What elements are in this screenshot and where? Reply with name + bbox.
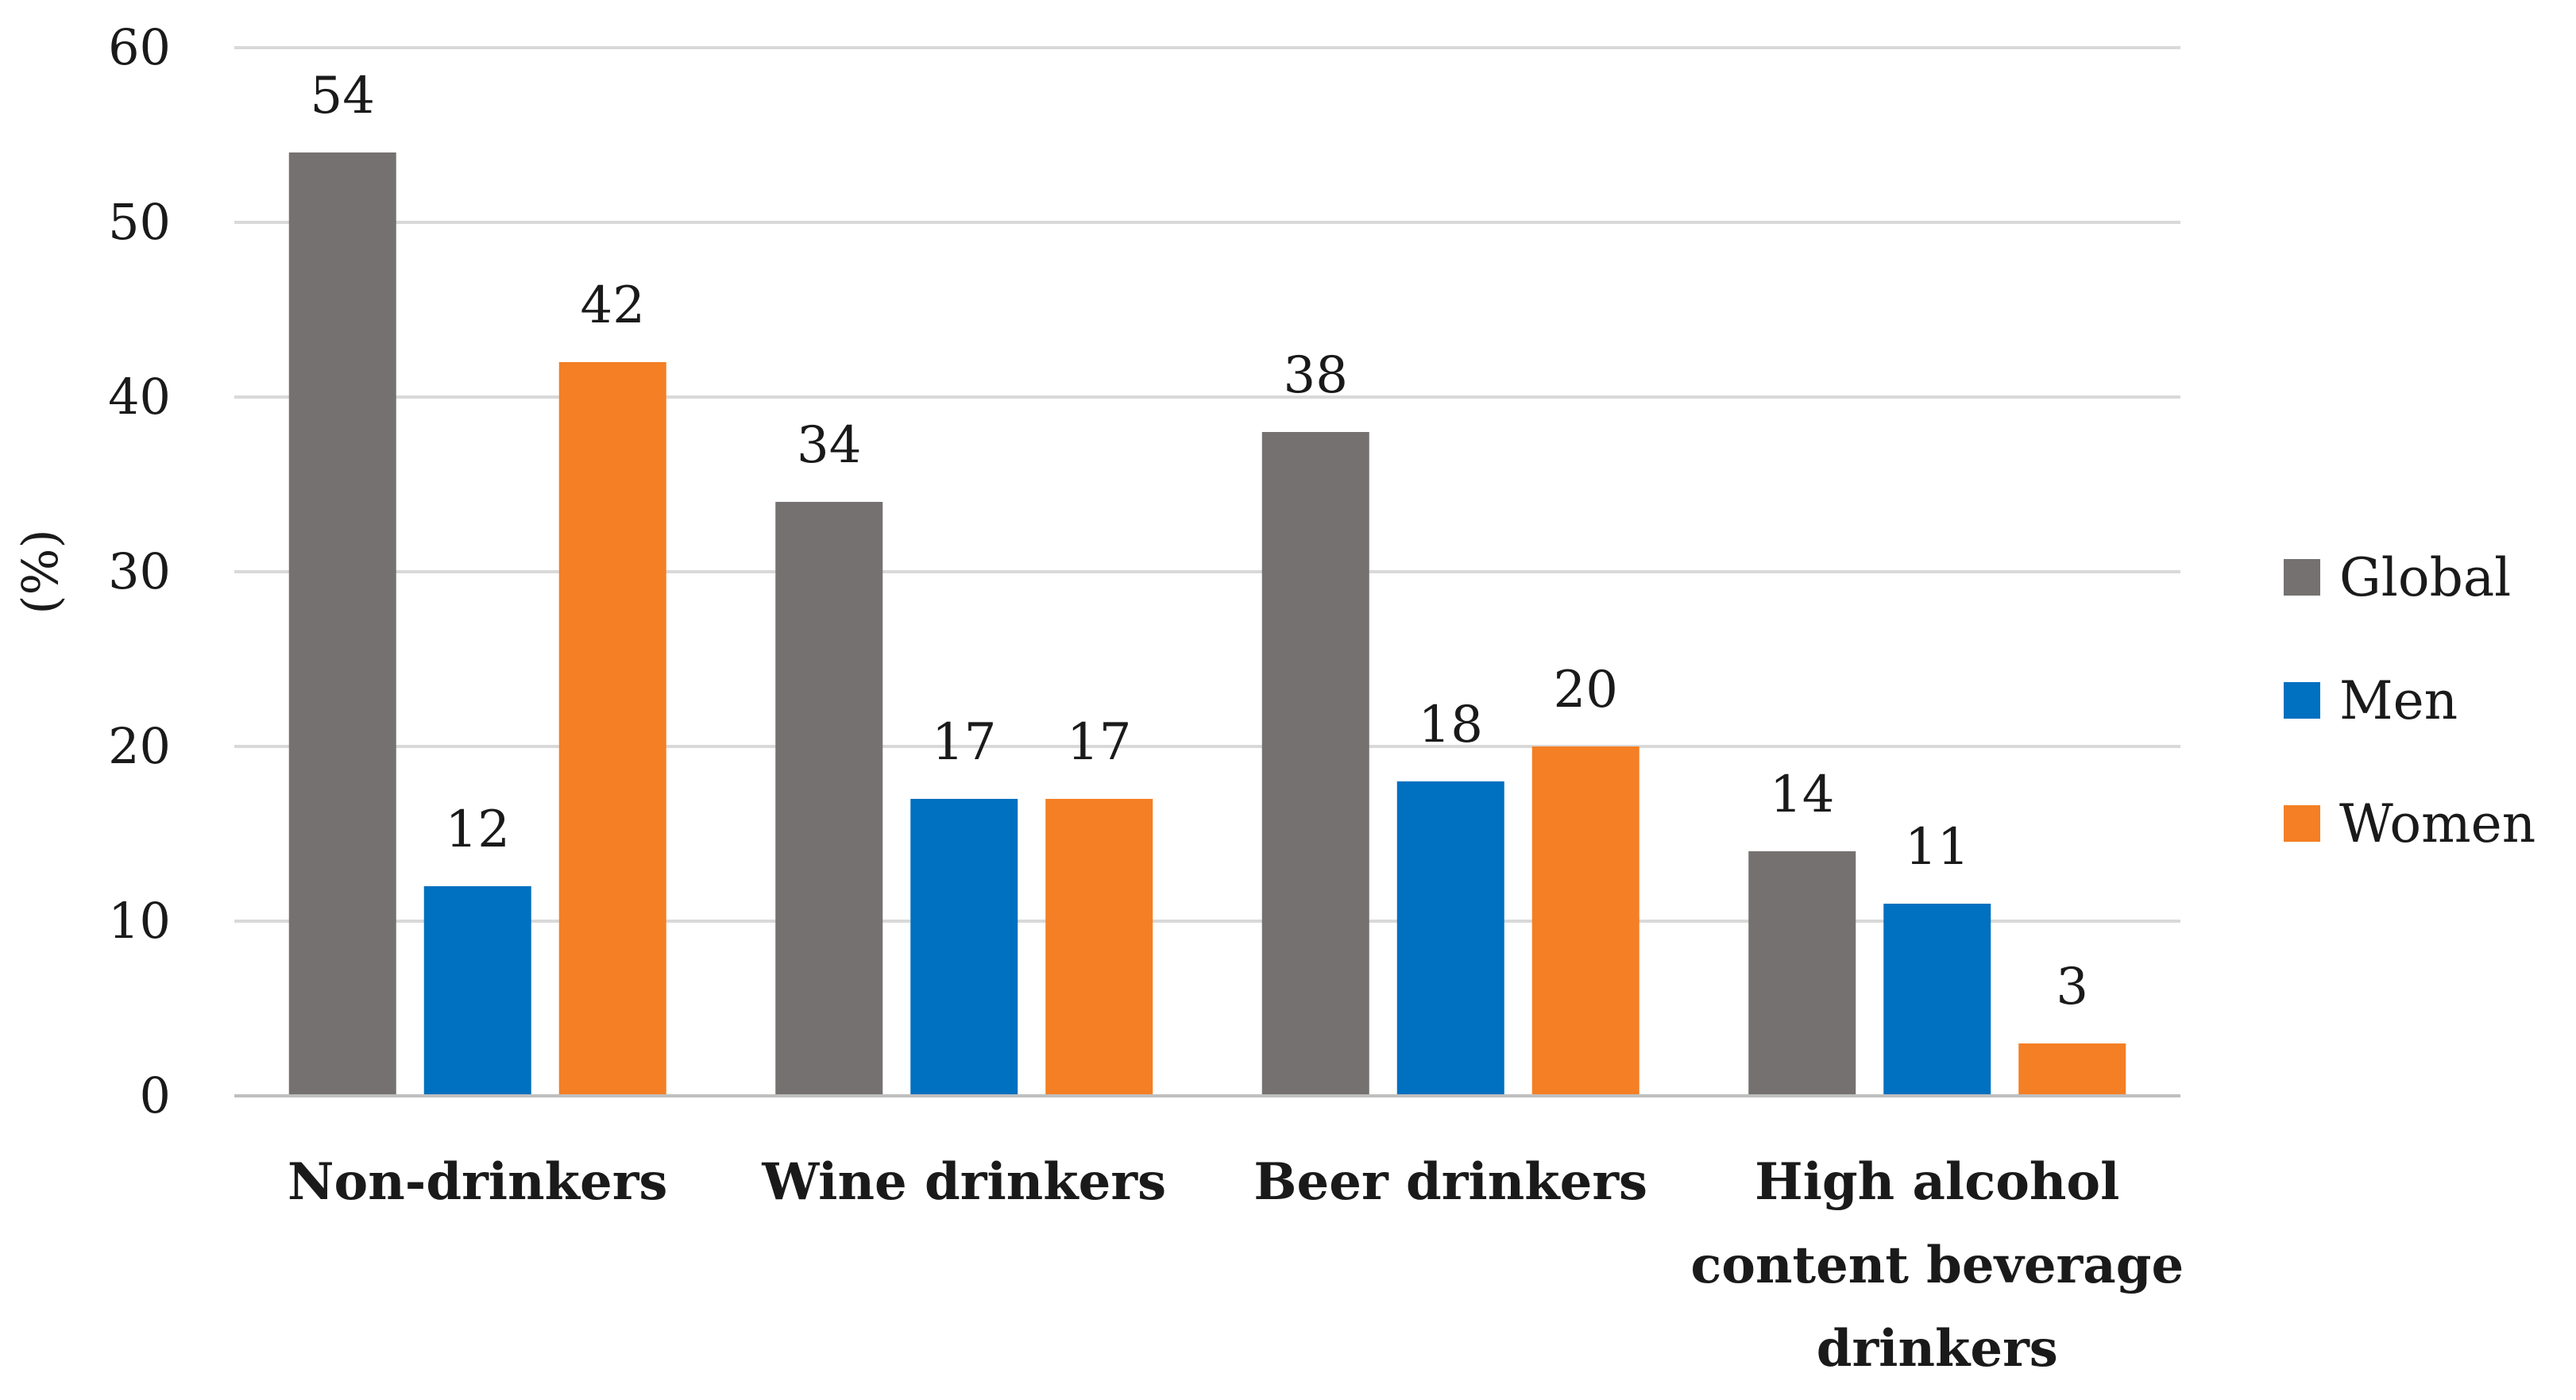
y-tick-label: 0 <box>140 1066 171 1124</box>
y-axis-ticks: 0 10 20 30 40 50 60 <box>108 18 171 1124</box>
y-axis-label: (%) <box>11 529 69 614</box>
bar-men <box>1396 781 1504 1096</box>
data-labels: 54 12 42 34 17 17 38 18 20 14 11 3 <box>311 67 2089 1016</box>
legend-label-global: Global <box>2339 547 2511 608</box>
y-tick-label: 20 <box>108 717 171 775</box>
legend-label-men: Men <box>2339 670 2458 731</box>
bar-men <box>910 799 1018 1096</box>
y-tick-label: 60 <box>108 18 171 76</box>
bars <box>288 152 2126 1096</box>
data-label: 42 <box>581 276 645 335</box>
data-label: 11 <box>1905 818 1969 877</box>
bar-global <box>288 152 396 1096</box>
data-label: 34 <box>797 416 861 475</box>
bar-women <box>1045 799 1153 1096</box>
bar-global <box>775 502 883 1096</box>
data-label: 20 <box>1554 661 1618 719</box>
bar-women <box>2018 1043 2126 1096</box>
y-tick-label: 30 <box>108 542 171 600</box>
legend-swatch-women <box>2284 805 2320 842</box>
data-label: 18 <box>1419 696 1483 754</box>
legend-label-women: Women <box>2339 793 2535 854</box>
y-tick-label: 50 <box>108 193 171 251</box>
y-tick-label: 40 <box>108 368 171 426</box>
x-category-label: Beer drinkers <box>1253 1152 1647 1212</box>
bar-women <box>1531 746 1639 1096</box>
data-label: 17 <box>932 713 996 772</box>
bar-men <box>1883 904 1991 1096</box>
data-label: 12 <box>446 800 510 859</box>
bar-global <box>1748 851 1856 1096</box>
category-labels: Non-drinkers Wine drinkers Beer drinkers Hi… <box>288 1152 2184 1379</box>
bar-men <box>423 886 531 1096</box>
bar-women <box>558 362 666 1096</box>
x-category-label: High alcohol content beverage drinkers <box>1690 1152 2184 1379</box>
data-label: 3 <box>2056 958 2088 1016</box>
data-label: 54 <box>311 67 375 125</box>
legend-swatch-men <box>2284 682 2320 719</box>
data-label: 17 <box>1067 713 1131 772</box>
data-label: 14 <box>1770 766 1834 824</box>
bar-global <box>1261 432 1369 1096</box>
data-label: 38 <box>1284 346 1348 405</box>
gridlines <box>234 46 2180 923</box>
legend: Global Men Women <box>2284 547 2535 854</box>
y-tick-label: 10 <box>108 892 171 950</box>
legend-swatch-global <box>2284 559 2320 596</box>
x-category-label: Wine drinkers <box>761 1152 1166 1212</box>
x-category-label: Non-drinkers <box>288 1152 667 1212</box>
